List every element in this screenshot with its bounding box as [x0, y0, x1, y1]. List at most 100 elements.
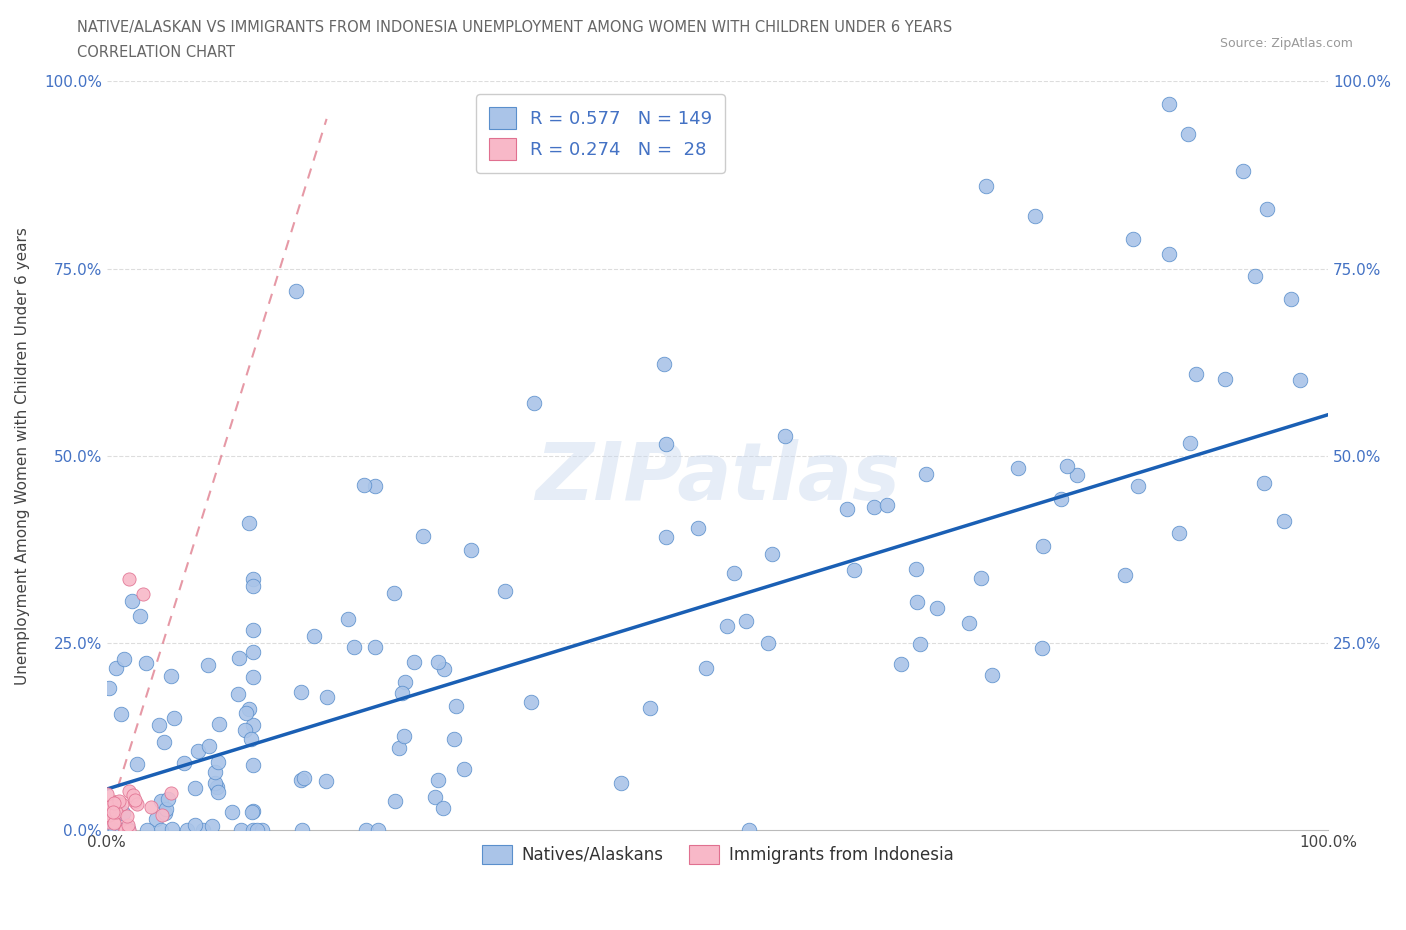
Point [1126, 478, 1149, 493]
Point [238, 515, 260, 530]
Point [242, 804, 264, 818]
Point [183, 781, 205, 796]
Point [453, 762, 475, 777]
Point [207, 717, 229, 732]
Point [1122, 232, 1144, 246]
Point [290, 773, 312, 788]
Point [145, 811, 167, 826]
Point [364, 639, 387, 654]
Point [905, 595, 928, 610]
Point [242, 758, 264, 773]
Point [118, 572, 141, 587]
Point [105, 660, 128, 675]
Point [387, 740, 409, 755]
Point [240, 804, 263, 819]
Point [233, 723, 256, 737]
Point [494, 584, 516, 599]
Point [1232, 164, 1254, 179]
Point [1031, 538, 1053, 553]
Point [226, 687, 249, 702]
Point [1159, 246, 1181, 261]
Point [610, 776, 633, 790]
Point [315, 774, 337, 789]
Point [98, 806, 121, 821]
Point [129, 608, 152, 623]
Point [107, 793, 129, 808]
Point [156, 791, 179, 806]
Point [228, 650, 250, 665]
Point [285, 284, 308, 299]
Point [1253, 475, 1275, 490]
Point [392, 728, 415, 743]
Point [723, 565, 745, 580]
Point [105, 795, 128, 810]
Point [159, 786, 181, 801]
Point [136, 823, 159, 838]
Point [364, 478, 387, 493]
Point [915, 467, 938, 482]
Point [153, 735, 176, 750]
Point [163, 711, 186, 725]
Point [118, 784, 141, 799]
Point [111, 805, 134, 820]
Point [124, 792, 146, 807]
Point [97, 823, 120, 838]
Point [1050, 492, 1073, 507]
Point [460, 543, 482, 558]
Point [111, 823, 134, 838]
Point [201, 818, 224, 833]
Point [292, 771, 315, 786]
Point [761, 547, 783, 562]
Point [204, 764, 226, 779]
Point [118, 823, 141, 838]
Point [124, 794, 146, 809]
Point [1114, 567, 1136, 582]
Point [197, 738, 219, 753]
Text: ZIPatlas: ZIPatlas [534, 439, 900, 517]
Point [207, 785, 229, 800]
Point [1256, 201, 1278, 216]
Point [1272, 513, 1295, 528]
Point [443, 732, 465, 747]
Point [412, 528, 434, 543]
Point [1244, 269, 1267, 284]
Point [1066, 467, 1088, 482]
Point [97, 814, 120, 829]
Point [110, 796, 132, 811]
Point [290, 685, 312, 700]
Point [127, 757, 149, 772]
Point [433, 661, 456, 676]
Point [686, 520, 709, 535]
Point [1177, 126, 1199, 141]
Point [904, 562, 927, 577]
Point [235, 706, 257, 721]
Point [121, 593, 143, 608]
Point [103, 816, 125, 830]
Point [252, 823, 274, 838]
Point [423, 790, 446, 804]
Point [1056, 458, 1078, 473]
Point [738, 823, 761, 838]
Point [655, 530, 678, 545]
Point [520, 695, 543, 710]
Point [176, 823, 198, 838]
Point [96, 786, 118, 801]
Point [229, 823, 252, 838]
Point [242, 822, 264, 837]
Point [221, 804, 243, 819]
Point [427, 773, 450, 788]
Point [316, 690, 339, 705]
Point [735, 614, 758, 629]
Point [135, 656, 157, 671]
Point [132, 587, 155, 602]
Point [890, 657, 912, 671]
Point [925, 601, 948, 616]
Point [384, 794, 406, 809]
Point [242, 623, 264, 638]
Point [150, 807, 173, 822]
Point [238, 701, 260, 716]
Point [1159, 97, 1181, 112]
Point [1288, 373, 1310, 388]
Point [394, 674, 416, 689]
Point [1178, 435, 1201, 450]
